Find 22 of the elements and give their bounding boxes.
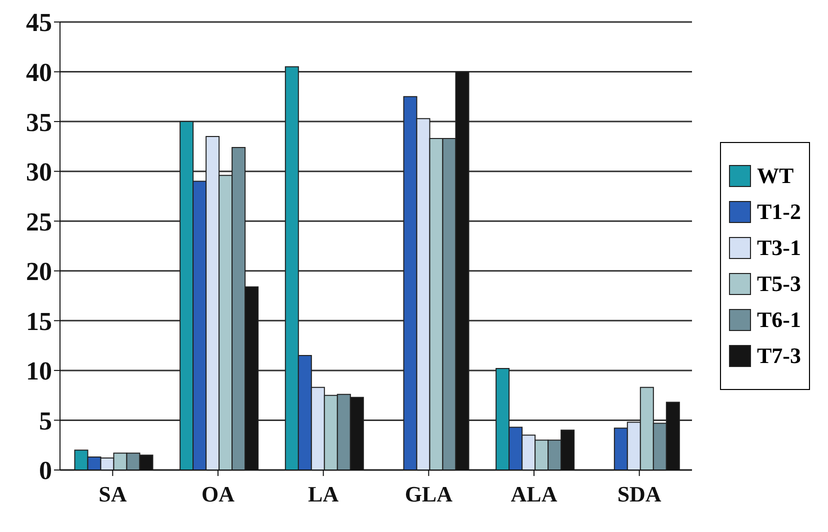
y-tick-label: 40 <box>26 58 52 88</box>
y-tick-label: 25 <box>26 207 52 236</box>
y-tick-label: 0 <box>39 456 52 486</box>
y-tick-label: 30 <box>26 158 52 187</box>
legend-label: T5-3 <box>757 271 801 297</box>
y-tick-label: 10 <box>26 356 52 386</box>
x-tick-label: SDA <box>617 482 662 507</box>
x-tick-label: LA <box>308 482 339 507</box>
y-tick-label: 45 <box>26 8 52 38</box>
legend-label: WT <box>757 163 794 189</box>
x-tick-label: ALA <box>510 482 558 507</box>
y-tick-label: 5 <box>39 406 52 436</box>
legend-label: T7-3 <box>757 343 801 369</box>
legend-label: T6-1 <box>757 307 801 333</box>
legend-label: T3-1 <box>757 235 801 261</box>
legend-label: T1-2 <box>757 199 801 225</box>
y-tick-label: 15 <box>26 306 52 336</box>
x-tick-label: OA <box>202 482 235 507</box>
y-tick-label: 35 <box>26 108 52 137</box>
x-tick-label: GLA <box>404 482 453 507</box>
x-tick-label: SA <box>98 482 127 507</box>
y-tick-label: 20 <box>26 257 52 286</box>
